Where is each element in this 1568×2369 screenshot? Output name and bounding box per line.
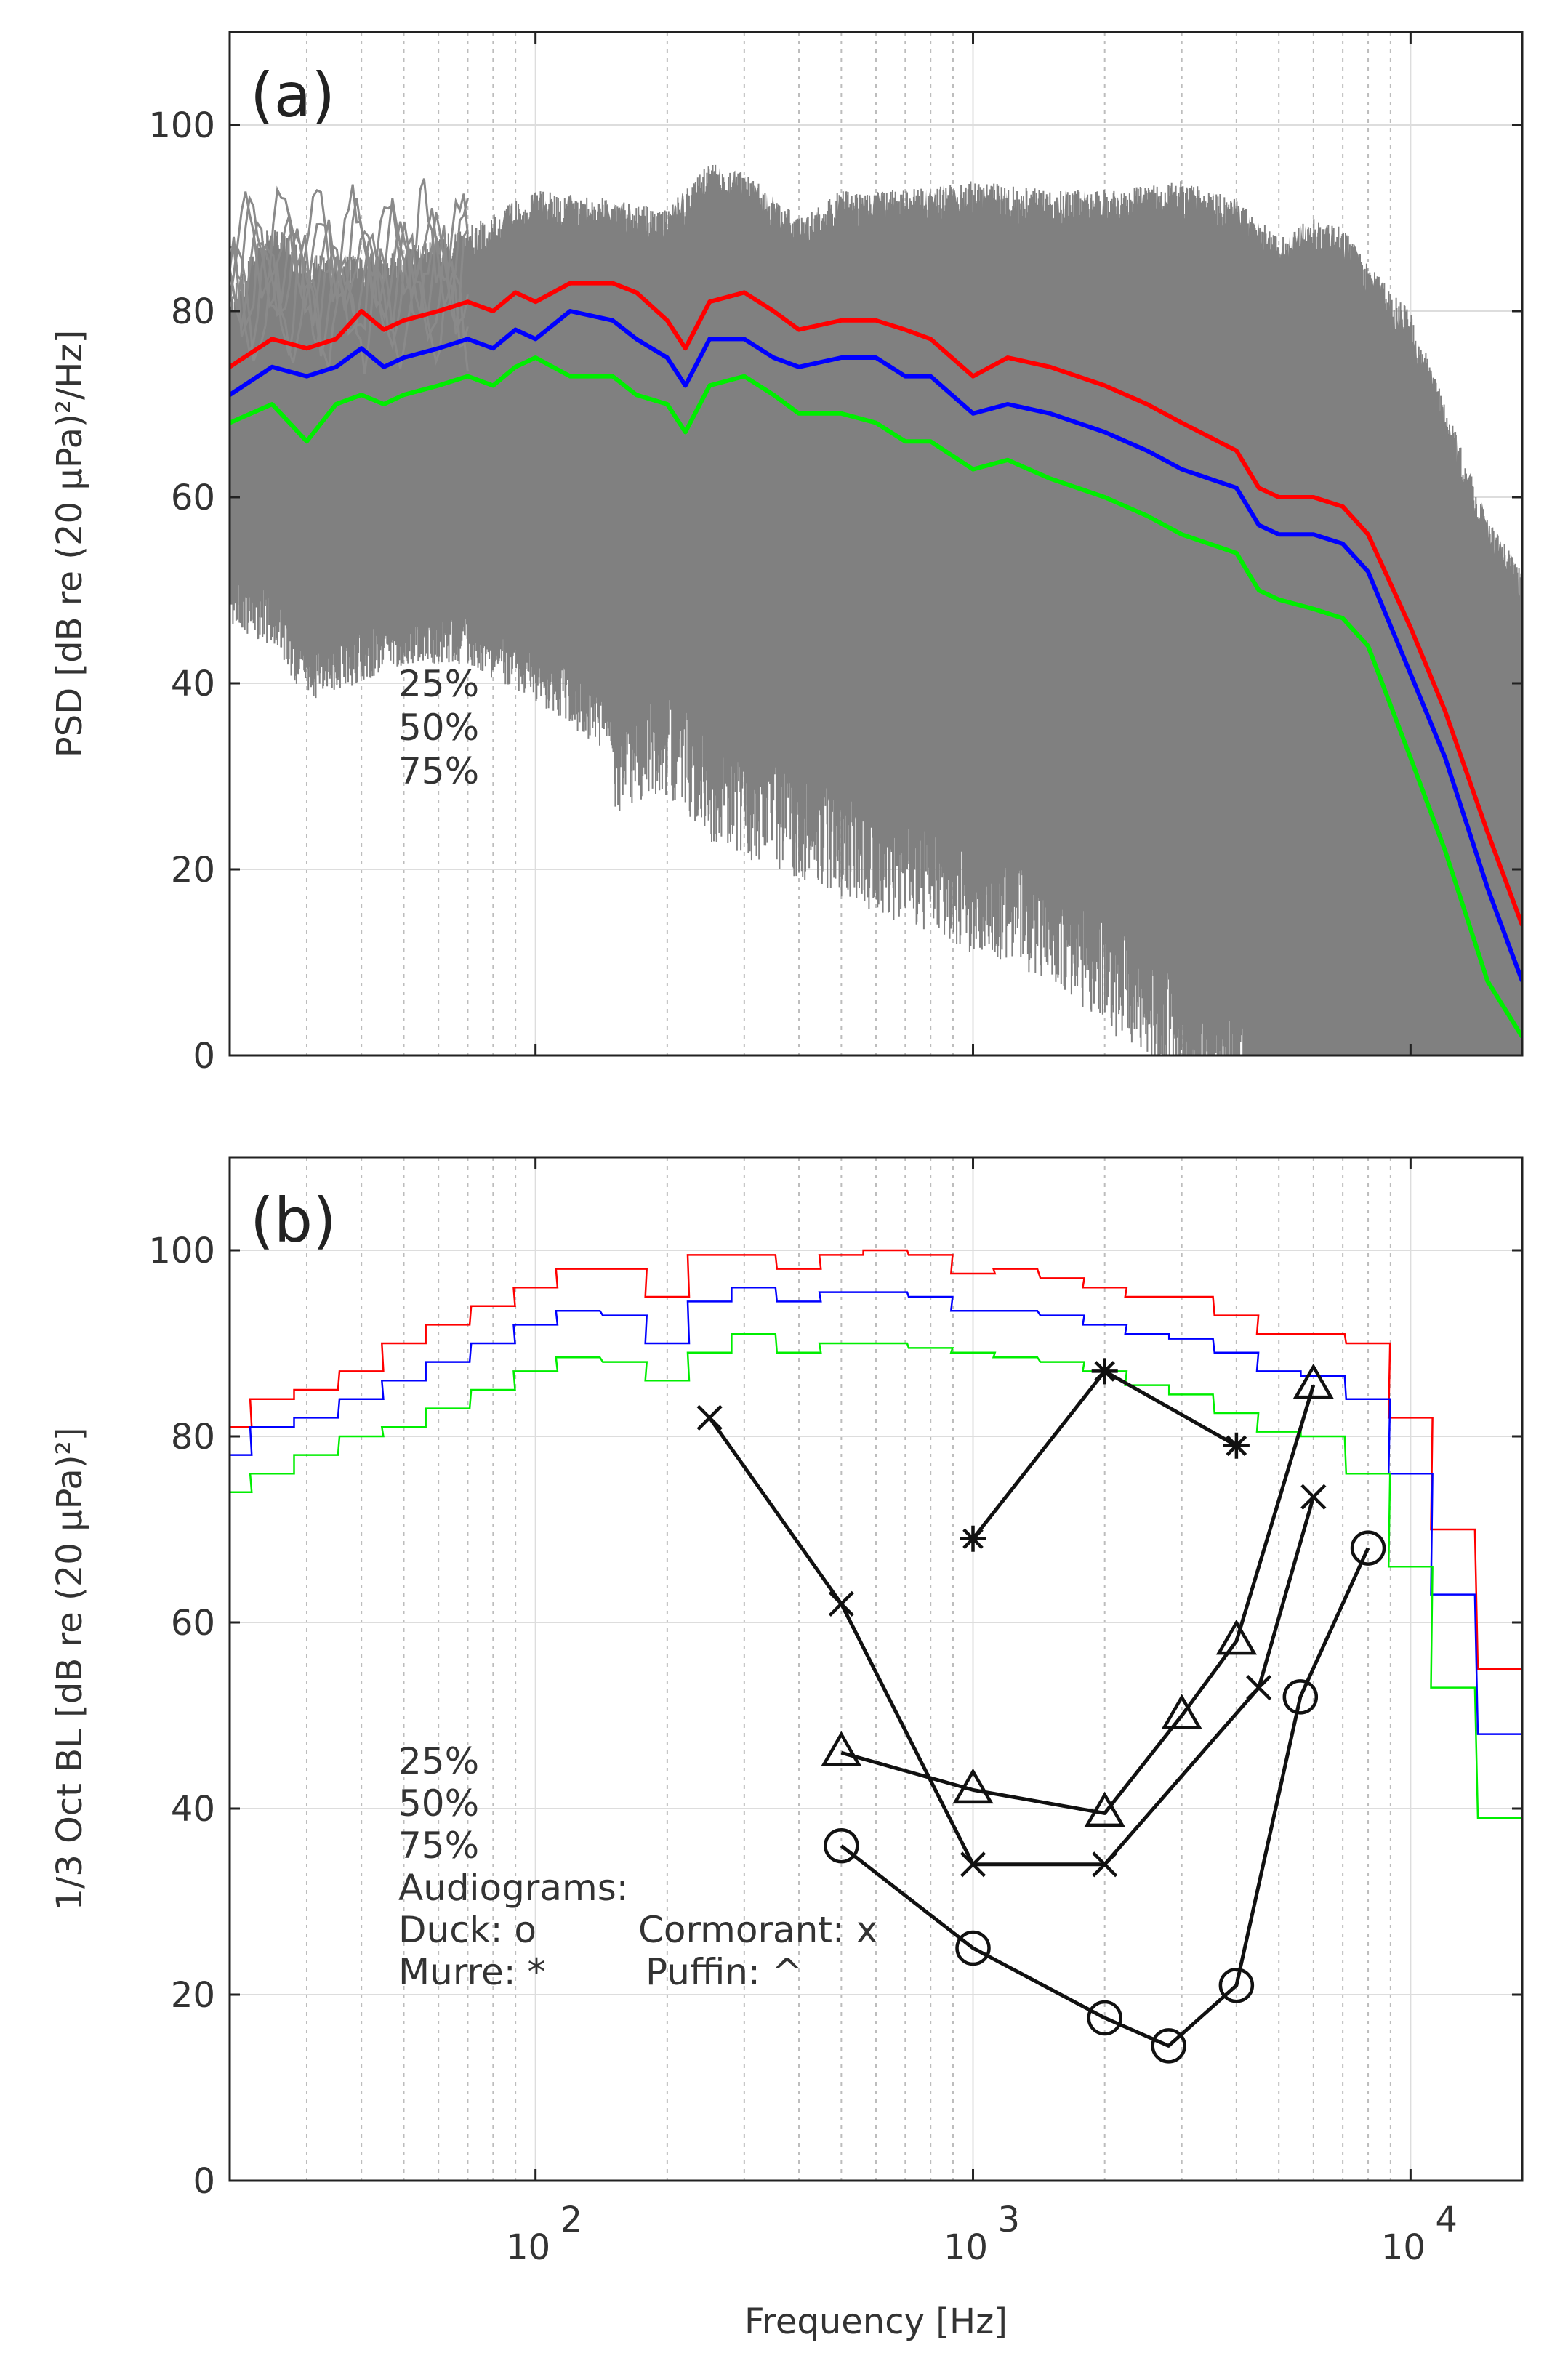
y-tick-label: 80 — [171, 1417, 215, 1457]
audiogram-point-murre — [960, 1525, 986, 1552]
octave-band-line-50 — [230, 1286, 1522, 1735]
audiogram-point-cormorant — [828, 1590, 854, 1617]
panel-b-frame — [228, 1156, 1524, 2182]
audiogram-point-duck — [1151, 2028, 1186, 2064]
y-tick-label: 0 — [193, 2161, 215, 2202]
panel-b-label: (b) — [250, 1185, 337, 1256]
panel-b-audiograms — [696, 1358, 1386, 2064]
y-tick-label: 40 — [171, 664, 215, 704]
x-tick-label-exponent: 2 — [560, 2200, 583, 2240]
audiogram-legend-murre: Murre: * — [398, 1951, 545, 1993]
audiogram-point-duck — [1350, 1530, 1386, 1566]
panel-a-legend-25: 25% — [398, 663, 479, 705]
y-tick-label: 100 — [148, 1231, 215, 1271]
panel-b-legend: 25% 50% 75% Audiograms: Duck: o Cormoran… — [398, 1740, 877, 1993]
raw-spectra-trace — [230, 194, 469, 310]
y-tick-label: 20 — [171, 850, 215, 890]
audiogram-point-puffin — [952, 1768, 994, 1804]
audiogram-point-murre — [1223, 1432, 1250, 1459]
x-tick-label: 10 — [1381, 2227, 1426, 2268]
y-tick-label: 20 — [171, 1975, 215, 2016]
raw-spectra-trace — [230, 232, 469, 357]
audiogram-line-puffin — [840, 1384, 1316, 1815]
panel-a-raw-band — [230, 164, 1522, 1055]
audiogram-legend-puffin: Puffin: ^ — [646, 1951, 803, 1993]
raw-spectra-trace — [230, 178, 469, 302]
panel-a-legend-75: 75% — [398, 750, 479, 792]
audiogram-point-cormorant — [1246, 1675, 1272, 1701]
octave-band-line-25 — [230, 1249, 1522, 1670]
y-tick-label: 60 — [171, 1603, 215, 1644]
panel-a-label: (a) — [250, 60, 335, 131]
percentile-line-75 — [230, 355, 1522, 1038]
panel-a-ylabel: PSD [dB re (20 µPa)²/Hz] — [49, 330, 90, 757]
audiogram-point-cormorant — [696, 1404, 723, 1431]
panel-a: 0 20 40 60 80 100 (a) PSD [dB re (20 µPa)²/Hz… — [49, 31, 1524, 1077]
audiogram-point-puffin — [1215, 1619, 1258, 1655]
audiogram-point-duck — [1087, 2000, 1122, 2036]
panel-b-legend-75: 75% — [398, 1825, 479, 1867]
audiogram-line-cormorant — [708, 1416, 1316, 1867]
panel-b-ylabel: 1/3 Oct BL [dB re (20 µPa)²] — [49, 1427, 90, 1910]
audiogram-legend-title: Audiograms: — [398, 1867, 629, 1909]
percentile-line-50 — [230, 309, 1522, 982]
audiogram-point-duck — [824, 1827, 859, 1864]
x-tick-label: 10 — [944, 2227, 988, 2268]
panel-a-ticks: 0 20 40 60 80 100 — [148, 32, 1522, 1077]
y-tick-label: 40 — [171, 1789, 215, 1830]
audiogram-point-cormorant — [1092, 1851, 1118, 1878]
audiogram-point-duck — [1282, 1679, 1319, 1715]
audiogram-legend-duck: Duck: o — [398, 1909, 536, 1951]
audiogram-point-puffin — [821, 1731, 862, 1766]
x-axis-title: Frequency [Hz] — [744, 2301, 1008, 2342]
audiogram-point-murre — [1091, 1358, 1118, 1385]
x-tick-label-exponent: 3 — [998, 2200, 1021, 2240]
audiogram-point-puffin — [1084, 1791, 1125, 1827]
audiogram-point-cormorant — [960, 1851, 986, 1878]
percentile-line-25 — [230, 281, 1522, 926]
y-tick-label: 100 — [148, 105, 215, 146]
audiogram-point-duck — [955, 1930, 991, 1966]
y-tick-label: 0 — [193, 1036, 215, 1077]
panel-a-legend-50: 50% — [398, 707, 479, 749]
audiogram-line-duck — [840, 1547, 1370, 2048]
x-tick-label: 10 — [506, 2227, 550, 2268]
audiogram-point-duck — [1218, 1967, 1255, 2003]
audiogram-legend-cormorant: Cormorant: x — [638, 1909, 877, 1951]
panel-b-legend-25: 25% — [398, 1740, 479, 1782]
y-tick-label: 80 — [171, 291, 215, 332]
y-tick-label: 60 — [171, 478, 215, 518]
panel-a-series — [230, 281, 1522, 1038]
panel-a-legend: 25% 50% 75% — [398, 663, 479, 792]
audiogram-point-cormorant — [1300, 1484, 1327, 1510]
panel-b-legend-50: 50% — [398, 1782, 479, 1825]
x-tick-label-exponent: 4 — [1435, 2200, 1458, 2240]
panel-a-frame — [228, 31, 1524, 1057]
audiogram-point-puffin — [1292, 1363, 1334, 1399]
audiogram-point-puffin — [1161, 1694, 1202, 1729]
